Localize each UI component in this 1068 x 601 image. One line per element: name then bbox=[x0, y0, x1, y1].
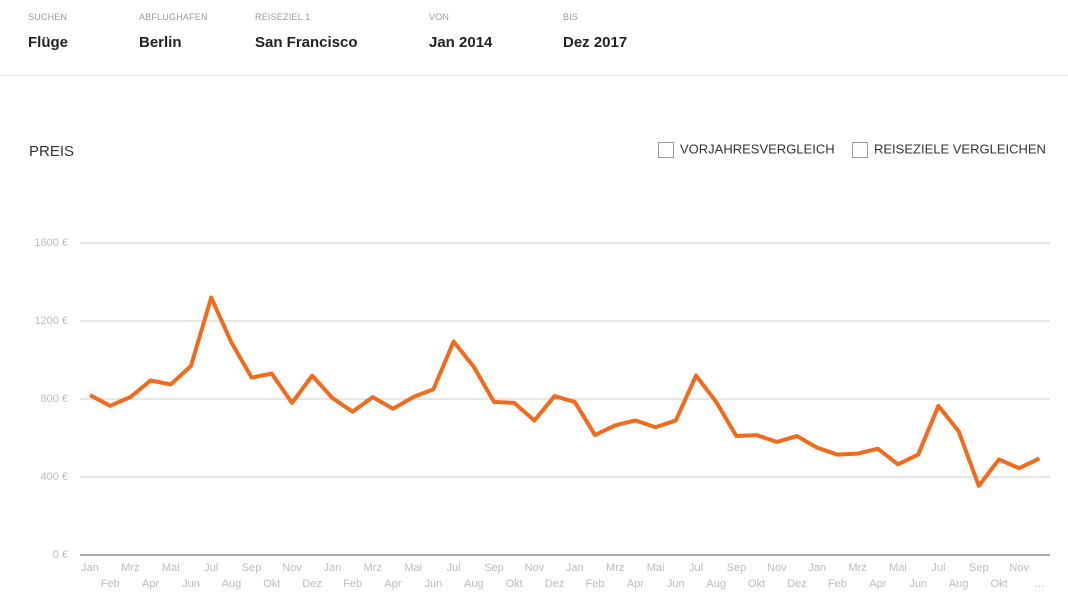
y-tick-label: 1200 € bbox=[34, 315, 68, 327]
y-tick-label: 400 € bbox=[40, 471, 68, 483]
search-header: SUCHEN Flüge ABFLUGHAFEN Berlin REISEZIEL … bbox=[0, 0, 1068, 76]
x-tick-label: Sep bbox=[969, 562, 989, 574]
checkbox-label[interactable]: VORJAHRESVERGLEICH bbox=[680, 141, 835, 156]
x-tick-label: Sep bbox=[727, 562, 747, 574]
x-tick-label: Jul bbox=[689, 562, 703, 574]
field[interactable]: REISEZIEL 1 San Francisco bbox=[255, 12, 358, 51]
field-label: BIS bbox=[563, 12, 579, 22]
x-tick-label: Okt bbox=[263, 578, 280, 590]
y-tick-label: 0 € bbox=[53, 549, 68, 561]
checkbox-label[interactable]: REISEZIELE VERGLEICHEN bbox=[874, 141, 1046, 156]
price-line bbox=[89, 295, 1041, 488]
x-tick-label: Aug bbox=[949, 578, 969, 590]
x-tick-label: Feb bbox=[586, 578, 605, 590]
x-tick-label: Apr bbox=[627, 578, 644, 590]
chart-title: PREIS bbox=[29, 143, 74, 160]
field[interactable]: VON Jan 2014 bbox=[429, 12, 492, 51]
field-label: SUCHEN bbox=[28, 12, 68, 22]
x-tick-label: Jan bbox=[808, 562, 826, 574]
x-tick-label: Feb bbox=[101, 578, 120, 590]
x-tick-label: Nov bbox=[767, 562, 787, 574]
field-value: Flüge bbox=[28, 34, 68, 51]
x-tick-label: Jul bbox=[931, 562, 945, 574]
x-tick-label: Feb bbox=[343, 578, 362, 590]
field-value: San Francisco bbox=[255, 34, 358, 51]
x-tick-label: Mrz bbox=[606, 562, 624, 574]
x-tick-label: Apr bbox=[142, 578, 159, 590]
x-tick-label: Jun bbox=[182, 578, 200, 590]
x-tick-label: Jun bbox=[909, 578, 927, 590]
field[interactable]: SUCHEN Flüge bbox=[28, 12, 68, 51]
checkbox[interactable] bbox=[852, 142, 868, 158]
x-tick-label: … bbox=[1034, 578, 1045, 590]
field-value: Jan 2014 bbox=[429, 34, 493, 51]
x-tick-label: Okt bbox=[748, 578, 765, 590]
x-tick-label: Mai bbox=[647, 562, 665, 574]
x-tick-label: Mai bbox=[404, 562, 422, 574]
field-label: ABFLUGHAFEN bbox=[139, 12, 208, 22]
x-tick-label: Jan bbox=[566, 562, 584, 574]
x-tick-label: Dez bbox=[545, 578, 565, 590]
x-tick-label: Jun bbox=[667, 578, 685, 590]
field[interactable]: ABFLUGHAFEN Berlin bbox=[139, 12, 208, 51]
x-tick-label: Sep bbox=[484, 562, 504, 574]
x-tick-label: Jul bbox=[447, 562, 461, 574]
checkbox[interactable] bbox=[658, 142, 674, 158]
y-tick-label: 1600 € bbox=[34, 237, 68, 249]
y-tick-label: 800 € bbox=[40, 393, 68, 405]
x-tick-label: Mai bbox=[889, 562, 907, 574]
chart: PREIS VORJAHRESVERGLEICH REISEZIELE VERG… bbox=[29, 141, 1050, 590]
x-tick-label: Jan bbox=[324, 562, 342, 574]
x-tick-label: Dez bbox=[302, 578, 322, 590]
x-tick-label: Nov bbox=[525, 562, 545, 574]
x-tick-label: Aug bbox=[706, 578, 726, 590]
x-tick-label: Apr bbox=[869, 578, 886, 590]
field-label: REISEZIEL 1 bbox=[255, 12, 311, 22]
field-value: Dez 2017 bbox=[563, 34, 628, 51]
x-tick-label: Aug bbox=[464, 578, 484, 590]
field-value: Berlin bbox=[139, 34, 182, 51]
x-tick-label: Dez bbox=[787, 578, 807, 590]
x-tick-label: Mrz bbox=[364, 562, 382, 574]
x-tick-label: Sep bbox=[242, 562, 262, 574]
field-label: VON bbox=[429, 12, 450, 22]
x-tick-label: Okt bbox=[990, 578, 1007, 590]
field[interactable]: BIS Dez 2017 bbox=[563, 12, 627, 51]
x-tick-label: Jun bbox=[425, 578, 443, 590]
x-tick-label: Mrz bbox=[848, 562, 866, 574]
x-tick-label: Mai bbox=[162, 562, 180, 574]
x-tick-label: Jul bbox=[204, 562, 218, 574]
x-tick-label: Okt bbox=[506, 578, 523, 590]
x-tick-label: Jan bbox=[81, 562, 99, 574]
x-tick-label: Feb bbox=[828, 578, 847, 590]
x-tick-label: Apr bbox=[384, 578, 401, 590]
x-tick-label: Nov bbox=[1009, 562, 1029, 574]
x-tick-label: Mrz bbox=[121, 562, 139, 574]
x-tick-label: Aug bbox=[222, 578, 242, 590]
x-tick-label: Nov bbox=[282, 562, 302, 574]
